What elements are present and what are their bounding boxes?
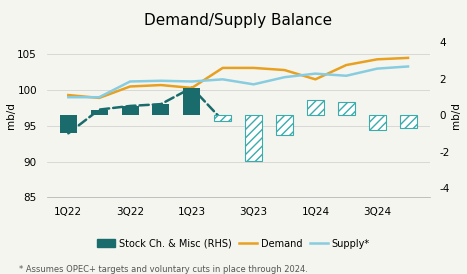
Legend: Stock Ch. & Misc (RHS), Demand, Supply*: Stock Ch. & Misc (RHS), Demand, Supply*	[93, 235, 374, 253]
Y-axis label: mb/d: mb/d	[451, 102, 461, 129]
Bar	[368, 115, 386, 130]
Bar	[276, 115, 293, 135]
Bar	[307, 101, 324, 115]
Bar	[60, 115, 77, 133]
Bar	[338, 102, 355, 115]
Y-axis label: mb/d: mb/d	[6, 102, 16, 129]
Bar	[91, 110, 108, 115]
Bar	[400, 115, 417, 128]
Bar	[121, 106, 139, 115]
Title: Demand/Supply Balance: Demand/Supply Balance	[144, 13, 332, 28]
Bar	[184, 88, 200, 115]
Text: * Assumes OPEC+ targets and voluntary cuts in place through 2024.: * Assumes OPEC+ targets and voluntary cu…	[19, 265, 308, 274]
Bar	[152, 104, 170, 115]
Bar	[214, 115, 231, 121]
Bar	[245, 115, 262, 161]
